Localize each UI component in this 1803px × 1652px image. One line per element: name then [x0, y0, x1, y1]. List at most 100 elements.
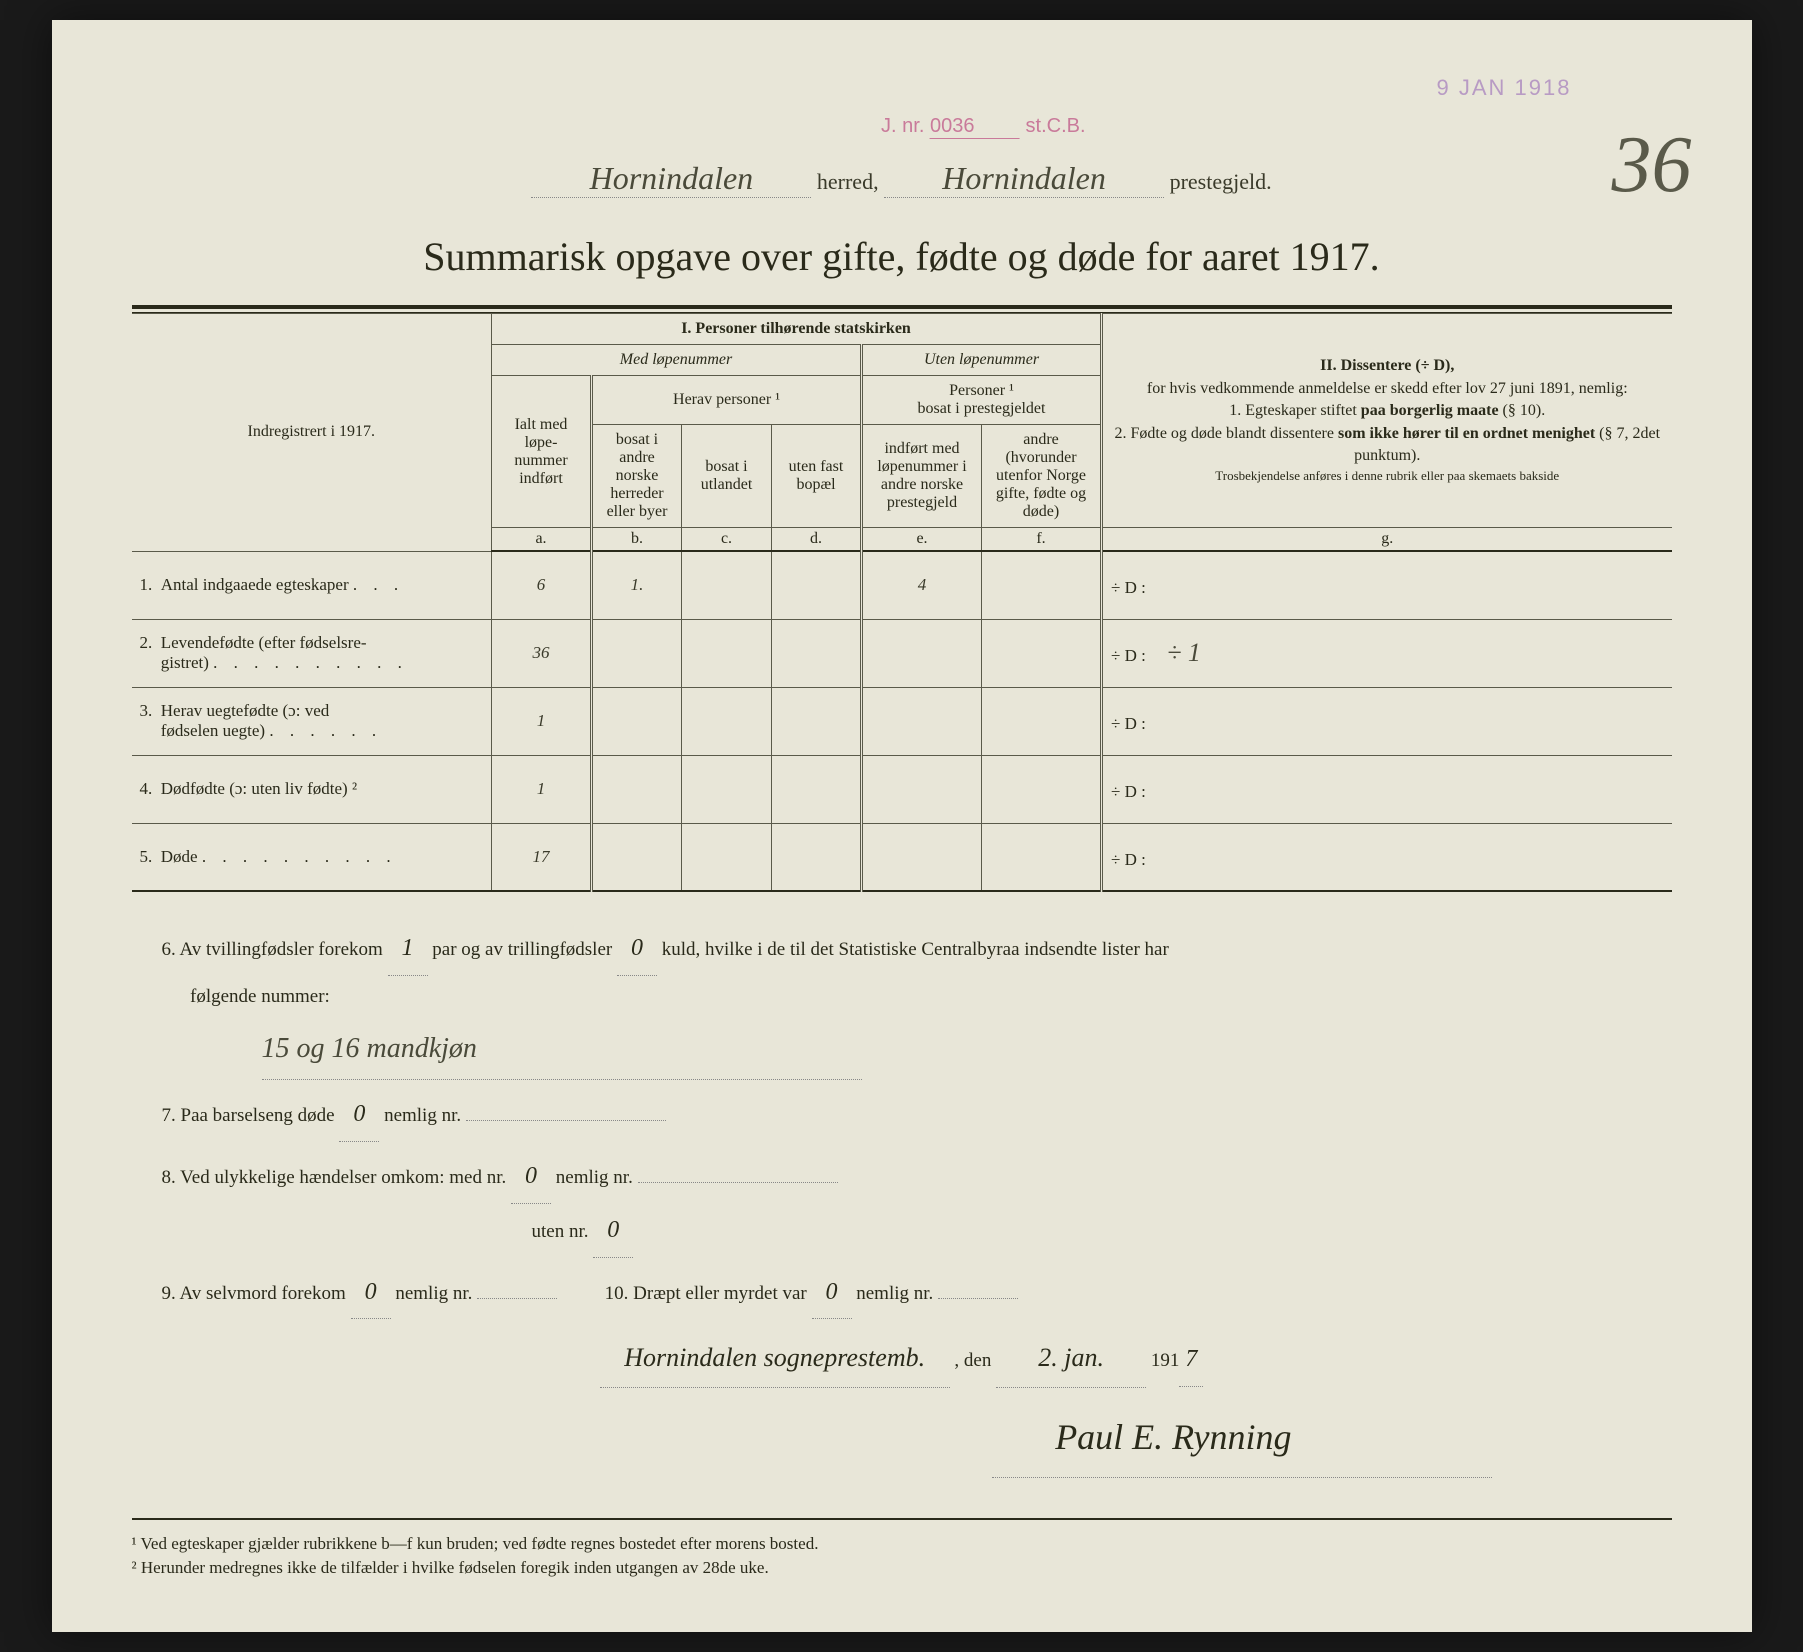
line8-val1: 0	[511, 1150, 551, 1204]
line8-text-b: nemlig nr.	[556, 1167, 633, 1188]
cell-c	[682, 755, 772, 823]
line6-text-b: par og av trillingfødsler	[432, 939, 612, 960]
line6-text-c: kuld, hvilke i de til det Statistiske Ce…	[662, 939, 1169, 960]
cell-f	[982, 823, 1102, 891]
stamp-ref-suffix: st.C.B.	[1026, 115, 1086, 137]
cell-f	[982, 551, 1102, 619]
cell-b	[592, 619, 682, 687]
line-8: 8. Ved ulykkelige hændelser omkom: med n…	[162, 1150, 1642, 1258]
header-personer-bosat: Personer ¹ bosat i prestegjeldet	[862, 376, 1102, 425]
row-label: 5. Døde . . . . . . . . . .	[132, 823, 492, 891]
cell-g: ÷ D :	[1102, 551, 1672, 619]
header-indregistrert: Indregistrert i 1917.	[132, 314, 492, 552]
header-col-e: indført med løpenummer i andre norske pr…	[862, 425, 982, 528]
line8-blank	[638, 1182, 838, 1183]
cell-e: 4	[862, 551, 982, 619]
cell-c	[682, 823, 772, 891]
line10-blank	[938, 1298, 1018, 1299]
year-value: 7	[1179, 1333, 1203, 1387]
line6-val2: 0	[617, 922, 657, 976]
footnotes: ¹ Ved egteskaper gjælder rubrikkene b—f …	[132, 1518, 1672, 1578]
footnote-1: ¹ Ved egteskaper gjælder rubrikkene b—f …	[132, 1534, 1672, 1554]
line9-text-a: 9. Av selvmord forekom	[162, 1283, 346, 1304]
cell-f	[982, 619, 1102, 687]
letter-c: c.	[682, 528, 772, 552]
letter-g: g.	[1102, 528, 1672, 552]
date-line: Hornindalen sogneprestemb. , den 2. jan.…	[162, 1329, 1642, 1387]
line8-text-c: uten nr.	[532, 1221, 589, 1242]
main-title: Summarisk opgave over gifte, fødte og dø…	[132, 233, 1672, 280]
cell-f	[982, 755, 1102, 823]
header-col-d: uten fast bopæl	[772, 425, 862, 528]
line-9-10: 9. Av selvmord forekom 0 nemlig nr. 10. …	[162, 1266, 1642, 1320]
cell-d	[772, 755, 862, 823]
cell-a: 1	[492, 755, 592, 823]
letter-a: a.	[492, 528, 592, 552]
letter-f: f.	[982, 528, 1102, 552]
line7-val: 0	[339, 1088, 379, 1142]
lower-section: 6. Av tvillingfødsler forekom 1 par og a…	[132, 912, 1672, 1488]
row-label: 2. Levendefødte (efter fødselsre- gistre…	[132, 619, 492, 687]
cell-a: 17	[492, 823, 592, 891]
cell-f	[982, 687, 1102, 755]
line7-text-b: nemlig nr.	[384, 1105, 461, 1126]
header-col-b: bosat i andre norske herreder eller byer	[592, 425, 682, 528]
title-rule	[132, 305, 1672, 313]
line-6: 6. Av tvillingfødsler forekom 1 par og a…	[162, 922, 1642, 1080]
table-row: 4. Dødfødte (ɔ: uten liv fødte) ² 1÷ D :	[132, 755, 1672, 823]
stamp-date: 9 JAN 1918	[1437, 75, 1572, 101]
line6-text-a: 6. Av tvillingfødsler forekom	[162, 939, 383, 960]
date-value: 2. jan.	[996, 1329, 1146, 1387]
section2-body: for hvis vedkommende anmeldelse er skedd…	[1114, 380, 1660, 464]
cell-d	[772, 823, 862, 891]
line9-blank	[477, 1298, 557, 1299]
row-label: 3. Herav uegtefødte (ɔ: ved fødselen ueg…	[132, 687, 492, 755]
line6-val1: 1	[388, 922, 428, 976]
cell-b	[592, 755, 682, 823]
stamp-ref-prefix: J. nr.	[881, 115, 924, 137]
cell-a: 6	[492, 551, 592, 619]
row-label: 4. Dødfødte (ɔ: uten liv fødte) ²	[132, 755, 492, 823]
header-uten-lope: Uten løpenummer	[862, 345, 1102, 376]
header-section2: II. Dissentere (÷ D), for hvis vedkommen…	[1102, 314, 1672, 528]
cell-e	[862, 687, 982, 755]
cell-c	[682, 687, 772, 755]
header-line: Hornindalen herred, Hornindalen prestegj…	[132, 160, 1672, 198]
line6-note: 15 og 16 mandkjøn	[262, 1018, 862, 1081]
footnote-2: ² Herunder medregnes ikke de tilfælder i…	[132, 1558, 1672, 1578]
cell-e	[862, 619, 982, 687]
header-med-lope: Med løpenummer	[492, 345, 862, 376]
main-table: Indregistrert i 1917. I. Personer tilhør…	[132, 313, 1672, 892]
table-row: 5. Døde . . . . . . . . . .17÷ D :	[132, 823, 1672, 891]
header-section1: I. Personer tilhørende statskirken	[492, 314, 1102, 345]
cell-b	[592, 823, 682, 891]
header-col-a: Ialt med løpe-nummer indført	[492, 376, 592, 528]
line10-text-b: nemlig nr.	[856, 1283, 933, 1304]
table-row: 1. Antal indgaaede egteskaper . . .61.4÷…	[132, 551, 1672, 619]
line8-text-a: 8. Ved ulykkelige hændelser omkom: med n…	[162, 1167, 507, 1188]
section2-title: II. Dissentere (÷ D),	[1320, 357, 1454, 374]
line10-val: 0	[812, 1266, 852, 1320]
stamp-reference: J. nr. 0036 st.C.B.	[881, 115, 1086, 139]
header-herav: Herav personer ¹	[592, 376, 862, 425]
place-value: Hornindalen sogneprestemb.	[600, 1329, 950, 1387]
cell-d	[772, 551, 862, 619]
line9-val: 0	[351, 1266, 391, 1320]
document-page: 9 JAN 1918 J. nr. 0036 st.C.B. 36 Hornin…	[52, 20, 1752, 1632]
cell-d	[772, 619, 862, 687]
page-number: 36	[1612, 120, 1692, 211]
cell-c	[682, 619, 772, 687]
prestegjeld-value: Hornindalen	[884, 160, 1164, 198]
prestegjeld-label: prestegjeld.	[1170, 169, 1272, 194]
line6-text-d: følgende nummer:	[190, 986, 330, 1007]
table-row: 3. Herav uegtefødte (ɔ: ved fødselen ueg…	[132, 687, 1672, 755]
herred-label: herred,	[817, 169, 879, 194]
signature: Paul E. Rynning	[992, 1398, 1492, 1478]
section2-note: Trosbekjendelse anføres i denne rubrik e…	[1111, 467, 1664, 485]
cell-b	[592, 687, 682, 755]
cell-d	[772, 687, 862, 755]
stamp-ref-num: 0036	[930, 115, 1020, 139]
table-row: 2. Levendefødte (efter fødselsre- gistre…	[132, 619, 1672, 687]
cell-c	[682, 551, 772, 619]
line9-text-b: nemlig nr.	[395, 1283, 472, 1304]
